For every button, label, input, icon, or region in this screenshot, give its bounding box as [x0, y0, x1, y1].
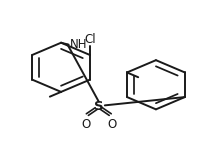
Text: O: O: [107, 118, 117, 131]
Text: S: S: [94, 100, 104, 113]
Text: Cl: Cl: [84, 32, 96, 45]
Text: NH: NH: [70, 38, 87, 51]
Text: O: O: [81, 118, 90, 131]
